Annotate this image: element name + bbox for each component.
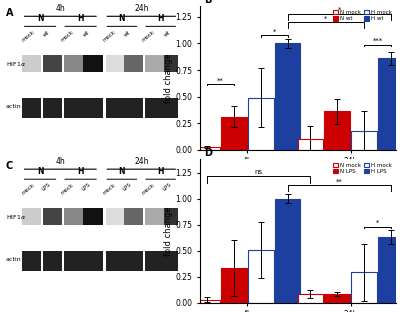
- Bar: [324, 294, 350, 303]
- Bar: [164, 98, 178, 118]
- Bar: [275, 43, 300, 150]
- Text: mock: mock: [21, 29, 36, 43]
- Bar: [145, 208, 164, 225]
- Bar: [124, 55, 143, 72]
- Text: actin: actin: [6, 104, 21, 109]
- Text: LPS: LPS: [122, 182, 132, 192]
- Text: wt: wt: [42, 29, 50, 37]
- Text: N: N: [119, 14, 125, 23]
- Bar: [351, 131, 377, 150]
- Legend: N mock, N LPS, H mock, H LPS: N mock, N LPS, H mock, H LPS: [332, 162, 393, 175]
- Bar: [145, 98, 164, 118]
- Text: LPS: LPS: [81, 182, 92, 192]
- Bar: [124, 98, 143, 118]
- Bar: [22, 251, 41, 271]
- Bar: [22, 55, 41, 72]
- Bar: [145, 251, 164, 271]
- Text: D: D: [204, 148, 212, 158]
- Bar: [248, 98, 274, 150]
- Bar: [194, 147, 220, 150]
- Bar: [106, 251, 126, 271]
- Text: mock: mock: [141, 182, 156, 196]
- Text: actin: actin: [6, 257, 21, 262]
- Text: C: C: [6, 161, 13, 171]
- Text: H: H: [77, 167, 84, 176]
- Bar: [64, 208, 83, 225]
- Bar: [43, 251, 62, 271]
- Text: *: *: [272, 28, 276, 34]
- Text: ***: ***: [372, 38, 382, 44]
- Y-axis label: fold change: fold change: [164, 53, 172, 103]
- Text: H: H: [77, 14, 84, 23]
- Text: HIF1$\alpha$: HIF1$\alpha$: [6, 60, 26, 68]
- Bar: [106, 98, 126, 118]
- Bar: [298, 139, 323, 150]
- Text: HIF1$\alpha$: HIF1$\alpha$: [6, 212, 26, 221]
- Text: **: **: [217, 77, 224, 83]
- Text: mock: mock: [102, 29, 117, 43]
- Bar: [64, 55, 83, 72]
- Legend: N mock, N wt, H mock, H wt: N mock, N wt, H mock, H wt: [332, 9, 393, 22]
- Bar: [22, 208, 41, 225]
- Bar: [43, 55, 62, 72]
- Bar: [106, 208, 126, 225]
- Text: LPS: LPS: [41, 182, 52, 192]
- Text: mock: mock: [102, 182, 117, 196]
- Bar: [164, 208, 178, 225]
- Text: mock: mock: [60, 29, 75, 43]
- Bar: [124, 208, 143, 225]
- Text: wt: wt: [164, 29, 172, 37]
- Bar: [124, 251, 143, 271]
- Bar: [298, 294, 323, 303]
- Text: N: N: [119, 167, 125, 176]
- Bar: [145, 55, 164, 72]
- Bar: [351, 272, 377, 303]
- Bar: [378, 58, 400, 150]
- Bar: [221, 268, 247, 303]
- Text: 4h: 4h: [56, 4, 65, 13]
- Bar: [275, 199, 300, 303]
- Y-axis label: fold change: fold change: [164, 206, 172, 256]
- Bar: [106, 55, 126, 72]
- Bar: [164, 251, 178, 271]
- Text: 24h: 24h: [134, 4, 148, 13]
- Text: 4h: 4h: [56, 157, 65, 166]
- Bar: [324, 111, 350, 150]
- Bar: [378, 237, 400, 303]
- Bar: [83, 55, 102, 72]
- Text: 24h: 24h: [134, 157, 148, 166]
- Bar: [221, 117, 247, 150]
- Bar: [83, 98, 102, 118]
- Text: mock: mock: [21, 182, 36, 196]
- Text: A: A: [6, 8, 13, 18]
- Bar: [164, 55, 178, 72]
- Bar: [83, 251, 102, 271]
- Text: H: H: [157, 14, 164, 23]
- Text: LPS: LPS: [162, 182, 173, 192]
- Text: wt: wt: [123, 29, 131, 37]
- Text: B: B: [204, 0, 211, 5]
- Text: mock: mock: [141, 29, 156, 43]
- Text: ns: ns: [255, 169, 263, 175]
- Text: N: N: [37, 14, 43, 23]
- Text: *: *: [338, 7, 341, 13]
- Bar: [43, 208, 62, 225]
- Text: wt: wt: [82, 29, 91, 37]
- Text: **: **: [336, 178, 343, 185]
- Bar: [22, 98, 41, 118]
- Text: N: N: [37, 167, 43, 176]
- Text: *: *: [324, 16, 328, 22]
- Bar: [64, 251, 83, 271]
- Text: mock: mock: [60, 182, 75, 196]
- Bar: [194, 300, 220, 303]
- Bar: [43, 98, 62, 118]
- Bar: [248, 250, 274, 303]
- Text: H: H: [157, 167, 164, 176]
- Text: *: *: [376, 220, 379, 226]
- Bar: [83, 208, 102, 225]
- Bar: [64, 98, 83, 118]
